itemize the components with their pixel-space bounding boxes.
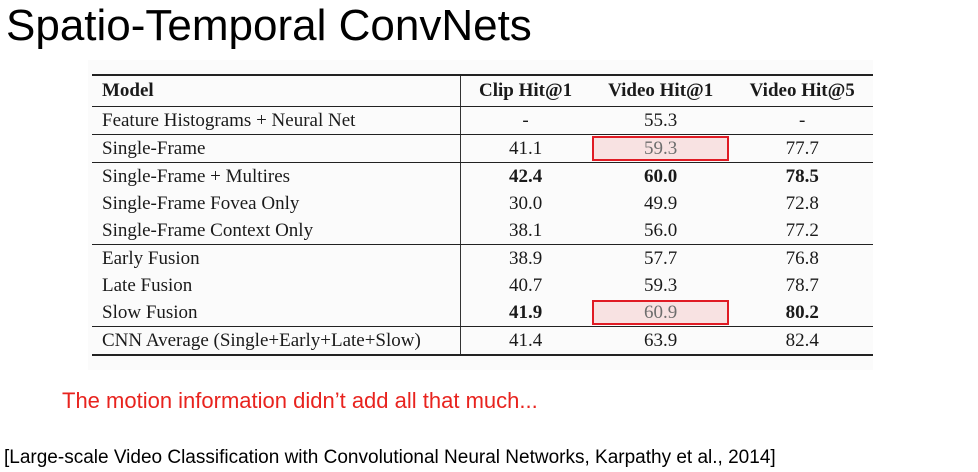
clip-hit1-cell: 40.7 [460, 272, 590, 299]
table-row: Feature Histograms + Neural Net - 55.3 - [92, 106, 873, 135]
table-row: CNN Average (Single+Early+Late+Slow) 41.… [92, 326, 873, 356]
video-hit1-cell: 56.0 [589, 217, 732, 245]
model-cell: CNN Average (Single+Early+Late+Slow) [92, 326, 461, 356]
video-hit1-cell: 55.3 [589, 106, 732, 135]
model-cell: Early Fusion [102, 248, 200, 269]
table-row: Single-Frame 41.1 59.3 77.7 [92, 134, 873, 163]
highlighted-video-hit1-cell: 59.3 [589, 134, 732, 163]
model-cell: Single-Frame Context Only [92, 217, 461, 245]
clip-hit1-cell: 41.1 [460, 134, 590, 163]
video-hit1-value: 59.3 [644, 138, 678, 159]
table-row: Single-Frame Fovea Only 30.0 49.9 72.8 [92, 190, 873, 217]
video-hit5-cell: 80.2 [731, 299, 873, 327]
video-hit1-value: 60.9 [644, 302, 678, 323]
results-table-figure: Model Clip Hit@1 Video Hit@1 Video Hit@5… [88, 60, 873, 370]
video-hit1-cell: 57.7 [644, 248, 678, 269]
video-hit5-cell: 77.7 [731, 134, 873, 163]
video-hit1-cell: 60.0 [644, 166, 678, 187]
table-row: Slow Fusion 41.9 60.9 80.2 [92, 299, 873, 327]
table-row: Single-Frame Context Only 38.1 56.0 77.2 [92, 217, 873, 245]
header-video-hit5: Video Hit@5 [731, 74, 873, 107]
citation: [Large-scale Video Classification with C… [4, 447, 776, 468]
clip-hit1-cell: 30.0 [460, 190, 590, 217]
model-cell: Late Fusion [102, 275, 193, 296]
model-cell: Feature Histograms + Neural Net [92, 106, 461, 135]
video-hit5-cell: 72.8 [785, 193, 819, 214]
video-hit1-cell: 63.9 [589, 326, 732, 356]
header-model: Model [92, 74, 461, 107]
results-table: Model Clip Hit@1 Video Hit@1 Video Hit@5… [92, 74, 873, 356]
table-row: Single-Frame + Multires 42.4 60.0 78.5 [92, 162, 873, 190]
clip-hit1-cell: 41.4 [460, 326, 590, 356]
clip-hit1-cell: - [460, 106, 590, 135]
highlighted-video-hit1-cell: 60.9 [589, 299, 732, 327]
video-hit5-cell: 78.5 [785, 166, 819, 187]
video-hit5-cell: 76.8 [785, 248, 819, 269]
clip-hit1-cell: 42.4 [460, 162, 590, 190]
video-hit5-cell: 77.2 [731, 217, 873, 245]
remark-text: The motion information didn’t add all th… [62, 388, 538, 413]
model-cell: Single-Frame + Multires [102, 166, 291, 187]
model-cell: Slow Fusion [92, 299, 461, 327]
video-hit5-cell: - [731, 106, 873, 135]
model-cell: Single-Frame Fovea Only [102, 193, 300, 214]
model-cell: Single-Frame [92, 134, 461, 163]
slide-title: Spatio-Temporal ConvNets [6, 1, 532, 50]
table-row: Late Fusion 40.7 59.3 78.7 [92, 272, 873, 299]
header-video-hit1: Video Hit@1 [589, 74, 732, 107]
video-hit5-cell: 82.4 [731, 326, 873, 356]
video-hit5-cell: 78.7 [785, 275, 819, 296]
video-hit1-cell: 49.9 [644, 193, 678, 214]
video-hit1-cell: 59.3 [644, 275, 678, 296]
table-header-row: Model Clip Hit@1 Video Hit@1 Video Hit@5 [92, 74, 873, 107]
clip-hit1-cell: 38.1 [460, 217, 590, 245]
clip-hit1-cell: 41.9 [460, 299, 590, 327]
header-clip-hit1: Clip Hit@1 [460, 74, 590, 107]
table-row: Early Fusion 38.9 57.7 76.8 [92, 244, 873, 272]
clip-hit1-cell: 38.9 [460, 244, 590, 272]
